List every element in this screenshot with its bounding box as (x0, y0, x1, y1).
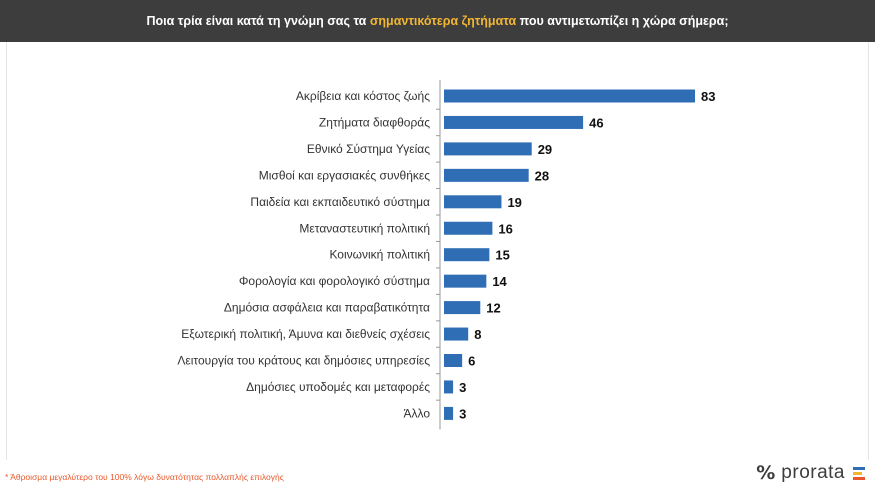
bar (444, 195, 502, 209)
bar-value-label: 83 (701, 89, 715, 104)
prorata-logo: % prorata (756, 462, 865, 484)
bar (444, 406, 454, 420)
bar-value-label: 29 (538, 142, 552, 157)
category-label: Άλλο (403, 406, 430, 420)
category-label: Δημόσια ασφάλεια και παραβατικότητα (224, 301, 430, 315)
bar-value-label: 6 (468, 354, 475, 369)
category-label: Λειτουργία του κράτους και δημόσιες υπηρ… (177, 354, 430, 368)
category-label: Εθνικό Σύστημα Υγείας (307, 142, 430, 156)
category-label: Κοινωνική πολιτική (329, 248, 430, 262)
title-highlight: σημαντικότερα ζητήματα (369, 14, 517, 28)
percent-logo-icon: % (756, 462, 776, 484)
category-label: Μεταναστευτική πολιτική (299, 221, 430, 235)
bar (444, 248, 490, 262)
bar-value-label: 14 (492, 274, 507, 289)
bar-value-label: 19 (507, 195, 521, 210)
bar-value-label: 15 (495, 248, 509, 263)
category-label: Φορολογία και φορολογικό σύστημα (239, 274, 430, 288)
category-label: Παιδεία και εκπαιδευτικό σύστημα (250, 195, 430, 209)
right-frame-line (868, 42, 869, 460)
logo-bars-icon (853, 466, 865, 480)
bar-value-label: 3 (459, 406, 466, 421)
logo-wordmark: prorata (781, 462, 845, 483)
bar (444, 221, 493, 235)
bar-value-label: 12 (486, 301, 500, 316)
category-label: Ζητήματα διαφθοράς (319, 115, 430, 129)
bar-value-label: 28 (535, 168, 549, 183)
title-text-pre: Ποια τρία είναι κατά τη γνώμη σας τα (146, 14, 367, 28)
logo-bar-2 (853, 471, 862, 475)
bar (444, 327, 469, 341)
bar (444, 115, 584, 129)
bar-value-label: 3 (459, 380, 466, 395)
bar (444, 354, 463, 367)
category-label: Ακρίβεια και κόστος ζωής (296, 89, 430, 103)
chart-title-bar: Ποια τρία είναι κατά τη γνώμη σας τα σημ… (0, 0, 875, 42)
category-label: Εξωτερική πολιτική, Άμυνα και διεθνείς σ… (181, 327, 430, 341)
bar (444, 168, 529, 182)
bar (444, 380, 454, 394)
bar (444, 142, 532, 156)
bar-value-label: 16 (498, 221, 512, 236)
footnote: * Άθροισμα μεγαλύτερο του 100% λόγω δυνα… (5, 472, 284, 482)
title-text-post: που αντιμετωπίζει η χώρα σήμερα; (519, 14, 729, 28)
category-label: Μισθοί και εργασιακές συνθήκες (259, 168, 430, 182)
logo-bar-3 (853, 476, 865, 480)
bar (444, 301, 481, 315)
bar (444, 89, 695, 103)
bar (444, 274, 487, 288)
bar-value-label: 8 (474, 327, 481, 342)
category-label: Δημόσιες υποδομές και μεταφορές (246, 380, 430, 394)
logo-bar-1 (853, 466, 865, 470)
bar-value-label: 46 (589, 115, 603, 130)
left-frame-line (6, 42, 7, 460)
